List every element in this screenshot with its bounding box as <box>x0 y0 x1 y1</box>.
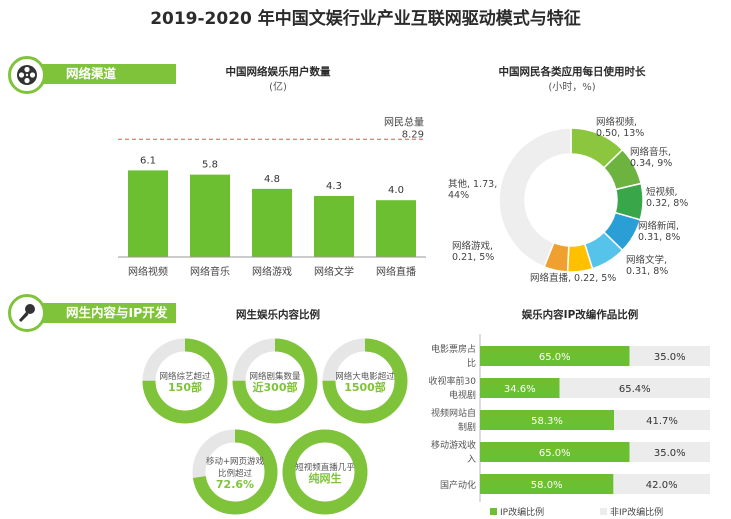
ip-value-label: 58.3% <box>531 416 563 427</box>
ip-value-label: 65.0% <box>539 352 571 363</box>
section-channel-header: 网络渠道 <box>28 64 176 84</box>
ip-bar <box>480 378 560 398</box>
legend-swatch-non-ip <box>600 508 607 515</box>
ip-value-label: 65.0% <box>539 448 571 459</box>
ring-label: 1500部 <box>344 380 386 394</box>
ip-category-label: 电影票房占 <box>431 343 476 355</box>
usage-chart-title: 中国网民各类应用每日使用时长 <box>498 66 646 78</box>
ring-fill <box>192 429 278 515</box>
bar-value-label: 5.8 <box>202 160 218 171</box>
ring-fill <box>322 338 408 424</box>
non-ip-value-label: 41.7% <box>646 416 678 427</box>
ip-value-label: 58.0% <box>531 480 563 491</box>
donut-label-live: 网络直播, 0.22, 5% <box>530 273 617 284</box>
donut-label-video: 网络视频, 0.50, 13% <box>596 117 645 139</box>
non-ip-bar <box>614 410 710 430</box>
non-ip-bar <box>629 442 710 462</box>
ip-category-label: 制剧 <box>458 421 476 433</box>
user-chart-subtitle: (亿) <box>269 82 287 93</box>
ip-bar <box>480 474 614 494</box>
ip-category-label: 收视率前30 <box>429 375 477 387</box>
section-content-label: 网生内容与IP开发 <box>66 305 168 320</box>
non-ip-value-label: 42.0% <box>646 480 678 491</box>
user-bar-chart: 6.1 网络视频 5.8 网络音乐 4.8 网络游戏 4.3 网络文学 4.0 网络直播 网民总量8… <box>118 115 426 278</box>
non-ip-value-label: 35.0% <box>654 352 686 363</box>
ring-label: 短视频直播几乎 <box>295 462 355 473</box>
donut-label-game: 网络游戏, 0.21, 5% <box>452 241 495 263</box>
non-ip-bar <box>559 378 710 398</box>
microphone-icon <box>8 294 46 332</box>
non-ip-value-label: 65.4% <box>619 384 651 395</box>
bar-category-label: 网络游戏 <box>252 265 292 278</box>
ip-category-label: 国产动化 <box>440 479 476 491</box>
ring-label: 比例超过 <box>218 468 253 479</box>
ip-chart-title: 娱乐内容IP改编作品比例 <box>521 309 639 321</box>
ring-label: 网络剧集数量 <box>249 371 301 382</box>
content-chart-title: 网生娱乐内容比例 <box>236 309 320 321</box>
ip-category-label: 比 <box>467 357 476 369</box>
bar <box>252 188 292 257</box>
film-reel-icon <box>8 56 46 94</box>
donut-label-news: 网络新闻, 0.31, 8% <box>638 221 681 243</box>
donut-label-other: 其他, 1.73, 44% <box>448 179 498 201</box>
section-channel-label: 网络渠道 <box>66 66 117 81</box>
non-ip-bar <box>613 474 710 494</box>
ring-label: 移动+网页游戏 <box>206 456 265 467</box>
donut-label-short-video: 短视频, 0.32, 8% <box>646 187 689 209</box>
legend-label-non-ip: 非IP改编比例 <box>610 506 663 518</box>
ip-category-label: 入 <box>467 454 476 465</box>
legend-swatch-ip <box>490 508 497 515</box>
ring-label: 72.6% <box>216 478 254 491</box>
non-ip-value-label: 35.0% <box>654 448 686 459</box>
bar-category-label: 网络视频 <box>128 265 168 278</box>
donut-slice <box>498 127 572 268</box>
reference-label: 网民总量 <box>384 115 424 128</box>
ip-value-label: 34.6% <box>504 384 536 395</box>
bar-category-label: 网络文学 <box>314 265 354 278</box>
bar-value-label: 4.3 <box>326 181 342 192</box>
page-title: 2019-2020 年中国文娱行业产业互联网驱动模式与特征 <box>150 9 581 29</box>
section-content-header: 网生内容与IP开发 <box>28 303 176 323</box>
ip-bar <box>480 442 630 462</box>
donut-label-literature: 网络文学, 0.31, 8% <box>626 255 669 277</box>
legend-label-ip: IP改编比例 <box>500 506 544 518</box>
user-chart-title: 中国网络娱乐用户数量 <box>225 66 331 78</box>
non-ip-bar <box>629 346 710 366</box>
bar <box>128 170 168 257</box>
ip-bar <box>480 346 630 366</box>
ring-label: 纯网生 <box>309 471 342 485</box>
ring-label: 网络综艺超过 <box>159 371 211 382</box>
ring-label: 150部 <box>168 380 202 394</box>
ip-category-label: 视频网站自 <box>431 407 476 419</box>
ip-bar <box>480 410 615 430</box>
reference-value: 8.29 <box>402 129 424 140</box>
bar-value-label: 6.1 <box>140 155 156 166</box>
usage-chart-subtitle: (小时，%) <box>548 82 596 93</box>
ring-label: 近300部 <box>253 380 298 394</box>
bar <box>376 200 416 257</box>
bar-category-label: 网络直播 <box>376 265 416 278</box>
bar-value-label: 4.8 <box>264 174 280 185</box>
bar <box>314 195 354 257</box>
bar <box>190 174 230 257</box>
bar-value-label: 4.0 <box>388 185 404 196</box>
ring-fill <box>232 338 318 424</box>
ip-category-label: 电视剧 <box>449 389 476 401</box>
ring-fill <box>142 338 228 424</box>
usage-donut-chart <box>498 127 644 273</box>
ring-label: 网络大电影超过 <box>335 371 395 382</box>
ring-fill <box>282 429 368 515</box>
bar-category-label: 网络音乐 <box>190 265 230 278</box>
ip-category-label: 移动游戏收 <box>431 439 476 451</box>
donut-label-music: 网络音乐, 0.34, 9% <box>630 147 673 169</box>
